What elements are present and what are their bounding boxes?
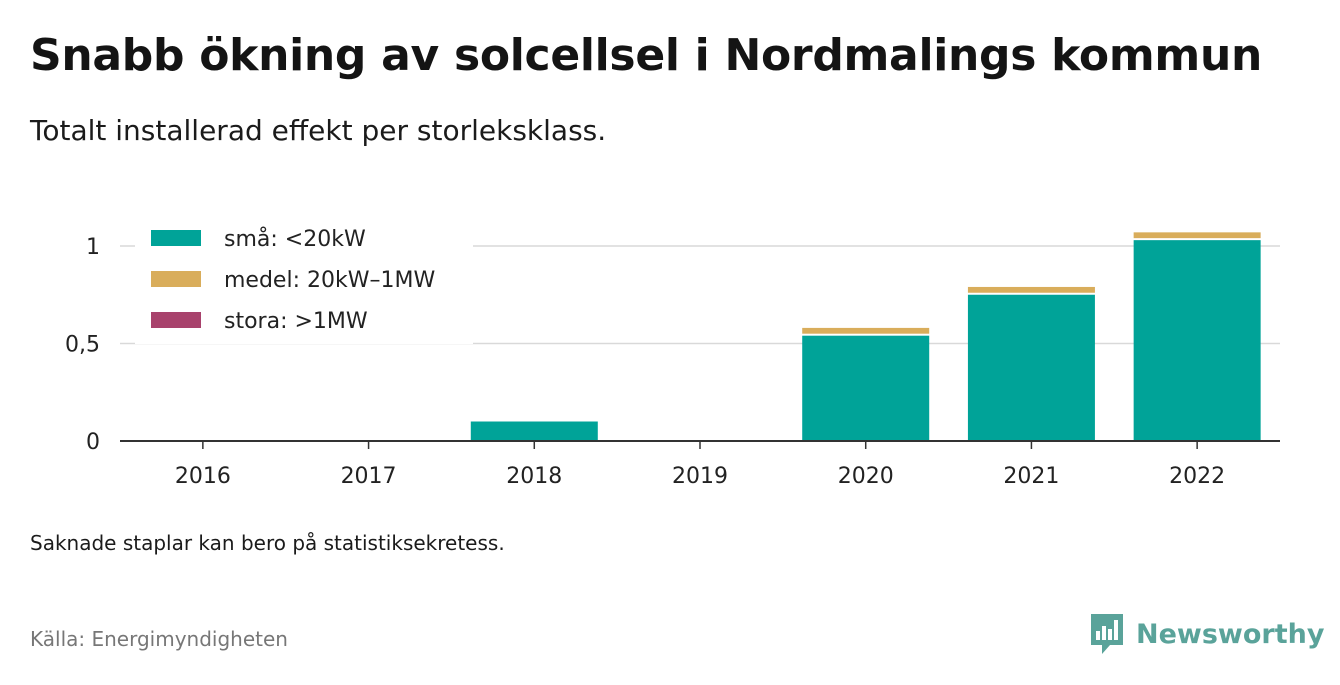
- bar-segment: [470, 421, 598, 441]
- brand-name: Newsworthy: [1136, 618, 1325, 650]
- legend-swatch: [151, 230, 201, 246]
- bar-segment: [802, 327, 930, 334]
- x-tick-labels: 2016 2017 2018 2019 2020 2021 2022: [175, 441, 1225, 489]
- x-tick-label: 2021: [1003, 464, 1059, 489]
- source-text: Källa: Energimyndigheten: [30, 627, 288, 651]
- bar-segment: [802, 335, 930, 441]
- legend-label: medel: 20kW–1MW: [224, 268, 435, 293]
- bar-segment: [967, 286, 1095, 293]
- legend-label: stora: >1MW: [224, 309, 368, 334]
- y-tick-label: 0: [86, 430, 100, 455]
- newsworthy-brand[interactable]: Newsworthy: [1088, 611, 1324, 657]
- x-tick-label: 2016: [175, 464, 231, 489]
- legend-swatch: [151, 312, 201, 328]
- y-tick-labels: 00,51: [65, 235, 100, 455]
- newsworthy-logo-icon: [1091, 614, 1123, 654]
- footnote: Saknade staplar kan bero på statistiksek…: [30, 531, 505, 555]
- chart-title: Snabb ökning av solcellsel i Nordmalings…: [30, 30, 1262, 81]
- chart-subtitle: Totalt installerad effekt per storlekskl…: [30, 114, 607, 147]
- x-tick-label: 2019: [672, 464, 728, 489]
- x-tick-label: 2020: [838, 464, 894, 489]
- bar-chart: 00,51 2016 2017 2018 2019 2020 2021 2022 små: …: [65, 222, 1280, 489]
- y-tick-label: 1: [86, 235, 100, 260]
- legend: små: <20kW medel: 20kW–1MW stora: >1MW: [135, 222, 473, 344]
- bar-segment: [1133, 240, 1261, 441]
- x-tick-label: 2017: [341, 464, 397, 489]
- y-tick-label: 0,5: [65, 333, 100, 358]
- bar-segment: [1133, 232, 1261, 239]
- legend-swatch: [151, 271, 201, 287]
- bars: [470, 232, 1261, 441]
- x-tick-label: 2018: [506, 464, 562, 489]
- x-tick-label: 2022: [1169, 464, 1225, 489]
- legend-label: små: <20kW: [224, 226, 366, 252]
- bar-segment: [967, 294, 1095, 441]
